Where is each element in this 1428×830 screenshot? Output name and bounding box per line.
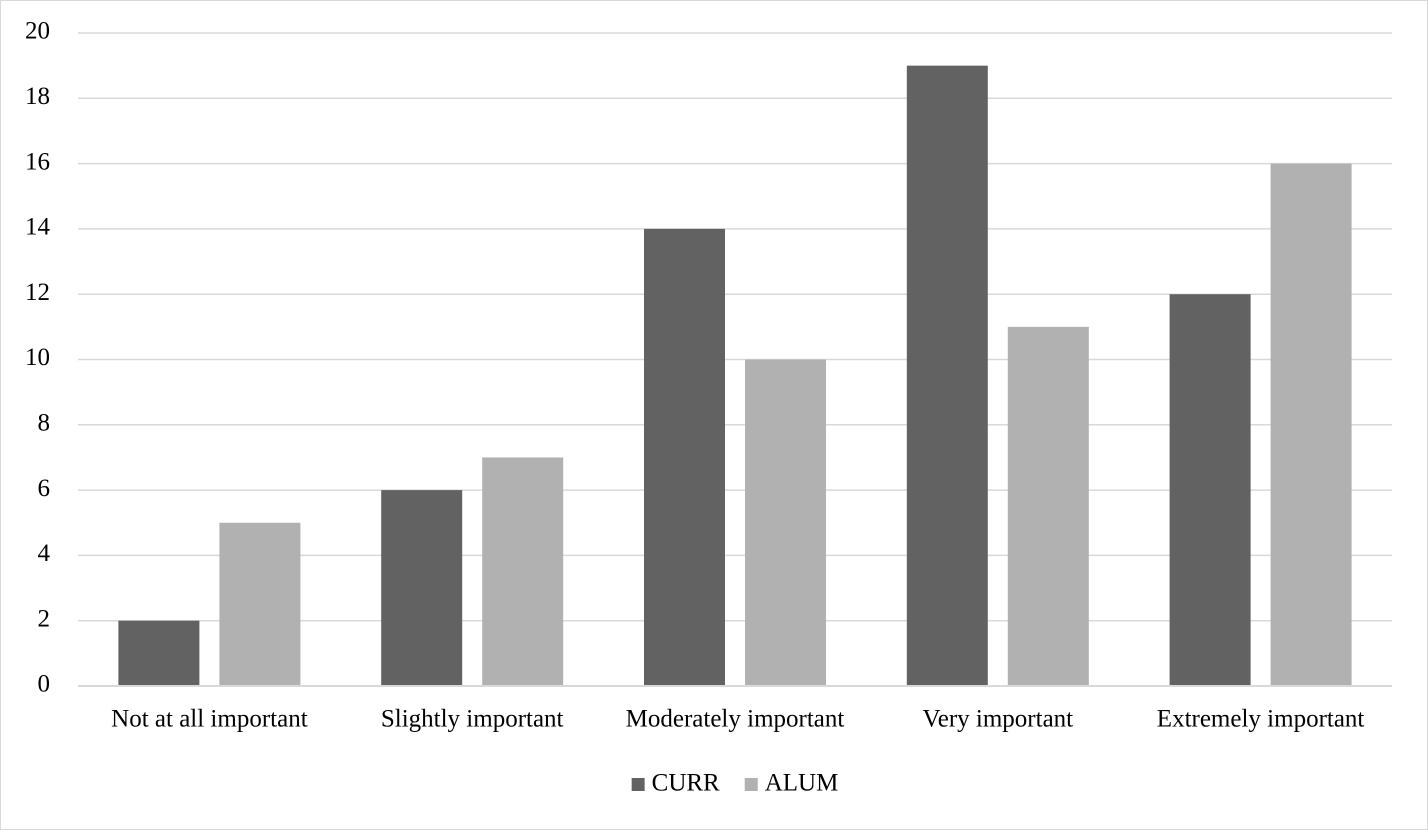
legend-swatch bbox=[744, 778, 758, 791]
y-tick-label: 16 bbox=[25, 148, 50, 175]
bar bbox=[482, 457, 564, 686]
y-tick-label: 4 bbox=[38, 540, 51, 567]
bar bbox=[1270, 163, 1352, 687]
y-tick-label: 20 bbox=[25, 18, 50, 45]
legend-label: ALUM bbox=[765, 770, 839, 797]
y-tick-label: 6 bbox=[38, 475, 51, 502]
x-tick-label: Very important bbox=[922, 706, 1073, 733]
legend-label: CURR bbox=[652, 770, 720, 797]
bar bbox=[644, 228, 725, 686]
x-tick-label: Moderately important bbox=[626, 706, 845, 733]
y-tick-label: 10 bbox=[25, 344, 50, 371]
bar bbox=[745, 359, 826, 686]
bar bbox=[118, 620, 200, 686]
bar bbox=[906, 65, 988, 686]
bar bbox=[381, 490, 463, 686]
y-tick-label: 12 bbox=[25, 279, 50, 306]
y-tick-label: 0 bbox=[38, 671, 51, 698]
y-tick-label: 18 bbox=[25, 83, 50, 110]
x-tick-label: Extremely important bbox=[1157, 706, 1365, 733]
bar bbox=[1007, 326, 1089, 686]
legend-swatch bbox=[631, 778, 645, 791]
bar bbox=[1169, 294, 1251, 686]
bar bbox=[219, 522, 301, 686]
x-tick-label: Slightly important bbox=[381, 706, 564, 733]
y-tick-label: 8 bbox=[38, 410, 51, 437]
y-tick-label: 2 bbox=[38, 605, 51, 632]
y-tick-label: 14 bbox=[25, 214, 51, 241]
x-tick-label: Not at all important bbox=[111, 706, 308, 733]
